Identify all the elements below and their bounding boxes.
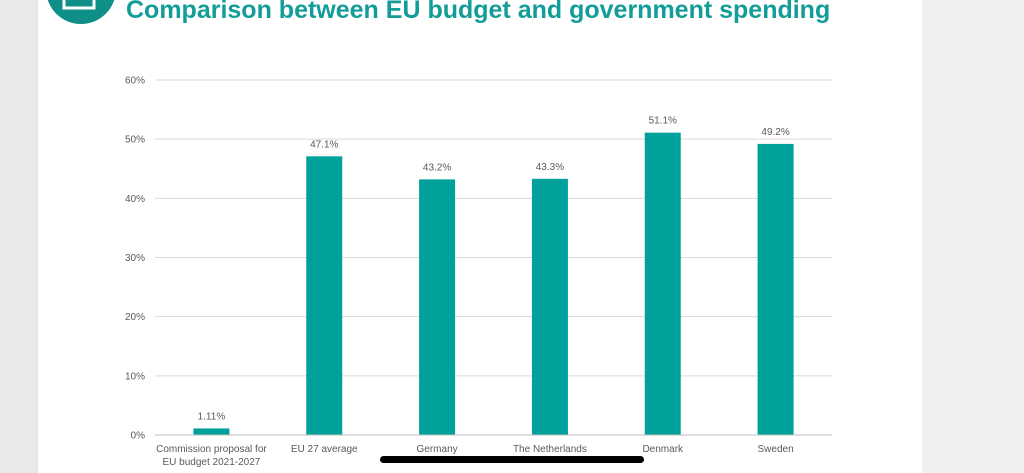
y-tick-label: 0% (131, 431, 146, 442)
bar (757, 143, 794, 435)
home-indicator[interactable] (380, 456, 644, 463)
x-tick-label: EU budget 2021-2027 (162, 457, 260, 468)
data-label: 1.11% (198, 411, 226, 422)
data-label: 49.2% (761, 127, 789, 138)
side-panel (922, 0, 1024, 473)
page-title: Comparison between EU budget and governm… (126, 0, 831, 24)
presentation-icon (62, 0, 96, 10)
x-tick-label: Germany (417, 444, 458, 455)
y-tick-label: 50% (125, 135, 145, 146)
bar (644, 132, 681, 436)
x-tick-label: Sweden (758, 444, 794, 455)
data-label: 51.1% (649, 116, 677, 127)
y-tick-label: 30% (125, 253, 145, 264)
x-tick-label: The Netherlands (513, 444, 587, 455)
bar (531, 178, 568, 435)
data-label: 47.1% (310, 139, 338, 150)
bar (419, 179, 456, 435)
y-tick-label: 60% (125, 76, 145, 87)
x-tick-label: Commission proposal for (156, 444, 267, 455)
data-label: 43.3% (536, 162, 564, 173)
x-tick-label: Denmark (642, 444, 684, 455)
x-tick-label: EU 27 average (291, 444, 358, 455)
bar (193, 428, 230, 435)
bar (306, 156, 343, 435)
y-tick-label: 10% (125, 371, 145, 382)
y-tick-label: 20% (125, 312, 145, 323)
y-tick-label: 40% (125, 194, 145, 205)
data-label: 43.2% (423, 162, 451, 173)
